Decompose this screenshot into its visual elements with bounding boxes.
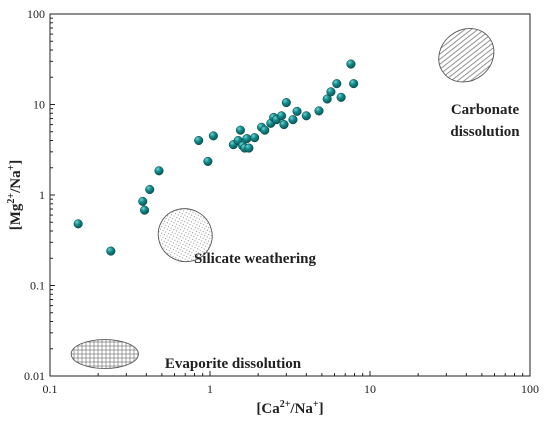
data-point <box>281 98 291 108</box>
data-point <box>235 125 246 135</box>
regions <box>70 28 495 369</box>
data-point <box>346 59 356 69</box>
data-point <box>242 134 252 144</box>
x-axis-title-sup2: + <box>313 399 319 410</box>
data-point <box>288 115 298 125</box>
data-points <box>73 59 359 256</box>
evaporite-label: Evaporite dissolution <box>165 356 302 372</box>
x-axis-title-end: ] <box>319 401 324 417</box>
data-point <box>194 135 204 146</box>
x-tick-label: 100 <box>521 382 539 396</box>
region-labels: Carbonate dissolution Silicate weathering E… <box>165 102 520 372</box>
y-tick-label: 1 <box>39 188 45 202</box>
y-axis-title: [Mg2+/Na+] <box>6 160 24 231</box>
evaporite-region <box>70 339 139 369</box>
x-axis-title-mid: /Na <box>289 401 313 417</box>
carbonate-label: dissolution <box>450 124 520 140</box>
y-axis-title-mid: /Na <box>8 170 24 194</box>
x-axis-title: [Ca2+/Na+] <box>256 399 323 417</box>
data-point <box>301 111 311 121</box>
silicate-label: Silicate weathering <box>194 251 317 267</box>
data-point <box>292 106 302 116</box>
y-axis-title-end: ] <box>8 160 24 165</box>
y-axis-title-sup2: + <box>6 164 17 170</box>
data-point <box>276 111 287 121</box>
data-point <box>314 106 324 116</box>
carbonate-label: Carbonate <box>451 102 520 118</box>
data-point <box>203 156 213 166</box>
data-point <box>250 133 260 143</box>
data-point <box>336 92 346 102</box>
silicate-region <box>157 208 213 263</box>
data-point <box>349 79 359 89</box>
data-point <box>140 205 150 215</box>
data-point <box>106 246 116 256</box>
y-axis-title-sup: 2+ <box>6 193 17 204</box>
x-tick-label: 0.1 <box>43 382 58 396</box>
y-tick-label: 100 <box>27 7 45 21</box>
x-tick-label: 10 <box>364 382 376 396</box>
x-axis-title-base: [Ca <box>256 401 280 417</box>
data-point <box>244 143 254 153</box>
data-point <box>279 120 289 130</box>
y-tick-label: 0.01 <box>24 369 45 383</box>
data-point <box>154 166 164 176</box>
data-point <box>138 196 148 206</box>
x-tick-label: 1 <box>207 382 213 396</box>
data-point <box>73 219 83 229</box>
y-tick-label: 0.1 <box>30 279 45 293</box>
data-point <box>208 131 218 141</box>
data-point <box>326 87 336 97</box>
y-tick-label: 10 <box>33 98 45 112</box>
y-axis-title-base: [Mg <box>8 203 24 230</box>
data-point <box>322 94 332 104</box>
x-axis-title-sup: 2+ <box>280 399 291 410</box>
carbonate-region <box>438 28 495 83</box>
data-point <box>332 79 342 89</box>
data-point <box>260 125 270 135</box>
data-point <box>145 184 155 195</box>
